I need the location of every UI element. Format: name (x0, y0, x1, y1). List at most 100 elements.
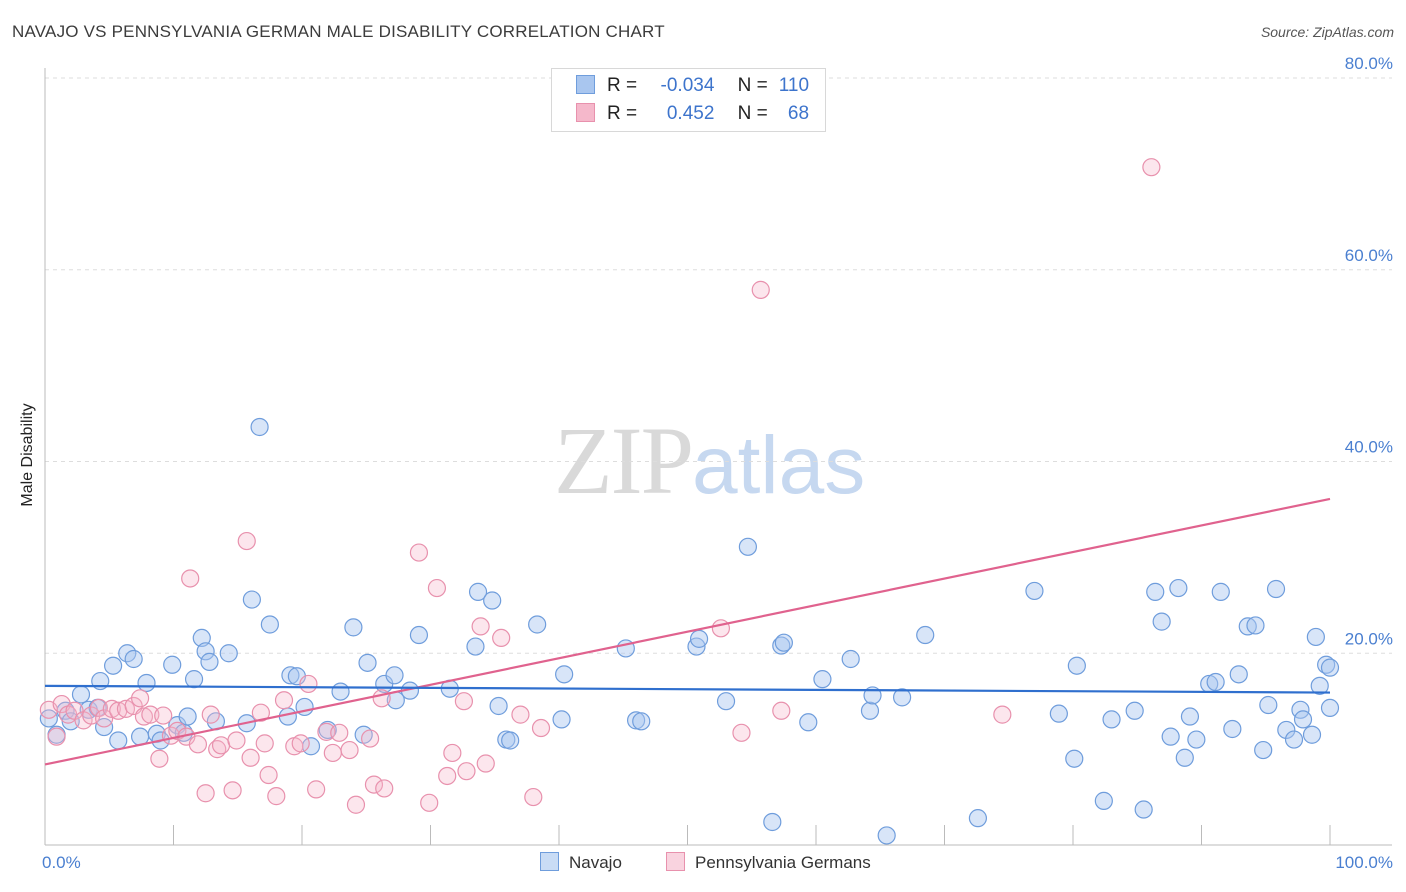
pa-german-point (443, 743, 462, 763)
navajo-point (799, 713, 818, 732)
navajo-point (555, 665, 574, 684)
navajo-point (466, 637, 485, 656)
legend-r-label: R = (607, 75, 638, 96)
pa-german-point (372, 689, 391, 708)
pa-german-points (39, 158, 1161, 814)
navajo-trend-line (44, 684, 1331, 694)
navajo-point (1277, 720, 1296, 740)
navajo-point (738, 537, 757, 556)
navajo-point (1102, 710, 1121, 729)
navajo-point (1146, 582, 1165, 601)
pa-german-point (89, 698, 109, 717)
navajo-point (892, 688, 912, 707)
legend-row-pa-germans: R = 0.452 N = 68 (576, 103, 809, 129)
pa-german-point (454, 692, 474, 711)
pa-german-point (346, 795, 366, 814)
navajo-point (1049, 704, 1068, 723)
pa-german-point (375, 779, 394, 798)
pa-german-point (154, 706, 173, 725)
navajo-point (242, 590, 261, 609)
pa-german-point (251, 703, 270, 722)
navajo-point (200, 652, 219, 671)
navajo-point (483, 591, 502, 610)
navajo-swatch (540, 852, 559, 871)
navajo-point (968, 809, 988, 828)
legend-n-label: N = (737, 103, 768, 124)
navajo-point (1320, 698, 1340, 717)
navajo-point (1302, 725, 1322, 744)
navajo-point (916, 625, 935, 645)
y-tick-label: 40.0% (1345, 438, 1393, 457)
x-tick-min: 0.0% (42, 853, 81, 872)
y-tick-labels: 20.0% 40.0% 60.0% 80.0% (1345, 54, 1393, 648)
navajo-point (281, 666, 300, 685)
navajo-point (841, 649, 860, 669)
pa-german-point (188, 735, 208, 754)
pa-german-point (267, 787, 286, 806)
navajo-point (1266, 579, 1286, 599)
navajo-point (1310, 676, 1329, 695)
navajo-point (137, 673, 156, 693)
navajo-point (260, 615, 279, 634)
pa-german-point (259, 765, 278, 785)
pa-german-point (993, 705, 1012, 724)
navajo-point (1065, 749, 1084, 768)
navajo-point (1125, 701, 1144, 720)
bottom-legend-navajo: Navajo (540, 852, 622, 876)
navajo-point (1206, 672, 1225, 692)
navajo-point (1161, 727, 1180, 746)
navajo-point (196, 642, 215, 661)
navajo-point (331, 682, 350, 701)
legend-n-value: 68 (787, 103, 810, 124)
navajo-point (71, 685, 91, 704)
navajo-point (1152, 612, 1171, 631)
y-tick-label: 20.0% (1345, 629, 1393, 648)
pa-german-point (181, 569, 200, 588)
navajo-point (178, 707, 197, 726)
pa-german-point (732, 723, 751, 742)
navajo-point (877, 826, 896, 845)
legend-pa-germans-label: Pennsylvania Germans (695, 853, 871, 872)
pa-german-point (340, 740, 359, 760)
pa-german-swatch (666, 852, 685, 871)
navajo-point (813, 670, 832, 689)
pa-german-point (95, 709, 114, 728)
bottom-legend-pa-germans: Pennsylvania Germans (666, 852, 871, 876)
pa-german-point (471, 617, 490, 636)
navajo-point (124, 649, 143, 669)
pa-german-point (361, 729, 380, 748)
watermark-atlas: atlas (692, 420, 866, 511)
pa-german-point (427, 578, 447, 598)
navajo-point (192, 628, 211, 648)
navajo-point (163, 655, 182, 674)
navajo-point (104, 656, 123, 675)
pa-german-point (772, 701, 791, 720)
pa-german-point (492, 628, 511, 648)
pa-german-point (531, 718, 551, 738)
navajo-point (1238, 617, 1257, 636)
legend-row-navajo: R = -0.034 N = 110 (576, 75, 809, 101)
legend-navajo-label: Navajo (569, 853, 622, 872)
pa-german-point (524, 787, 543, 807)
pa-german-point (511, 705, 530, 724)
navajo-point (109, 731, 128, 750)
navajo-point (501, 731, 520, 750)
pa-german-point (317, 722, 336, 741)
pa-german-point (420, 793, 439, 812)
navajo-point (1284, 730, 1304, 749)
navajo-point (1067, 656, 1086, 675)
navajo-point (1246, 616, 1265, 635)
legend-r-label: R = (607, 103, 638, 124)
navajo-point (716, 692, 736, 711)
navajo-point (1094, 791, 1113, 810)
navajo-point (250, 417, 269, 437)
axes (44, 68, 1392, 846)
pa-german-point (751, 280, 770, 299)
navajo-point (1187, 730, 1206, 749)
navajo-point (632, 712, 651, 731)
pa-german-trend-line (44, 497, 1331, 766)
pa-german-point (409, 543, 429, 562)
pa-german-point (291, 734, 310, 753)
navajo-point (528, 615, 547, 634)
